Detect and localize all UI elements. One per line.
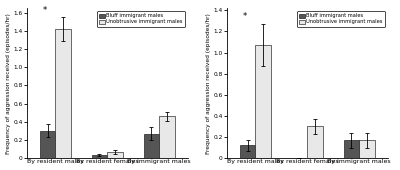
Bar: [255, 45, 271, 158]
Bar: [359, 140, 375, 158]
Legend: Bluff immigrant males, Unobtrusive immigrant males: Bluff immigrant males, Unobtrusive immig…: [297, 11, 385, 27]
Bar: [344, 140, 359, 158]
Bar: [40, 131, 55, 158]
Bar: [240, 145, 255, 158]
Bar: [92, 155, 107, 158]
Y-axis label: Frequency of aggression received (episodes/hr): Frequency of aggression received (episod…: [6, 13, 10, 154]
Bar: [107, 152, 123, 158]
Bar: [307, 126, 323, 158]
Legend: Bluff immigrant males, Unobtrusive immigrant males: Bluff immigrant males, Unobtrusive immig…: [97, 11, 185, 27]
Bar: [159, 116, 175, 158]
Y-axis label: Frequency of aggression received (episodes/hr): Frequency of aggression received (episod…: [206, 13, 210, 154]
Bar: [144, 134, 159, 158]
Text: *: *: [243, 12, 247, 21]
Bar: [55, 29, 71, 158]
Text: *: *: [43, 6, 47, 15]
